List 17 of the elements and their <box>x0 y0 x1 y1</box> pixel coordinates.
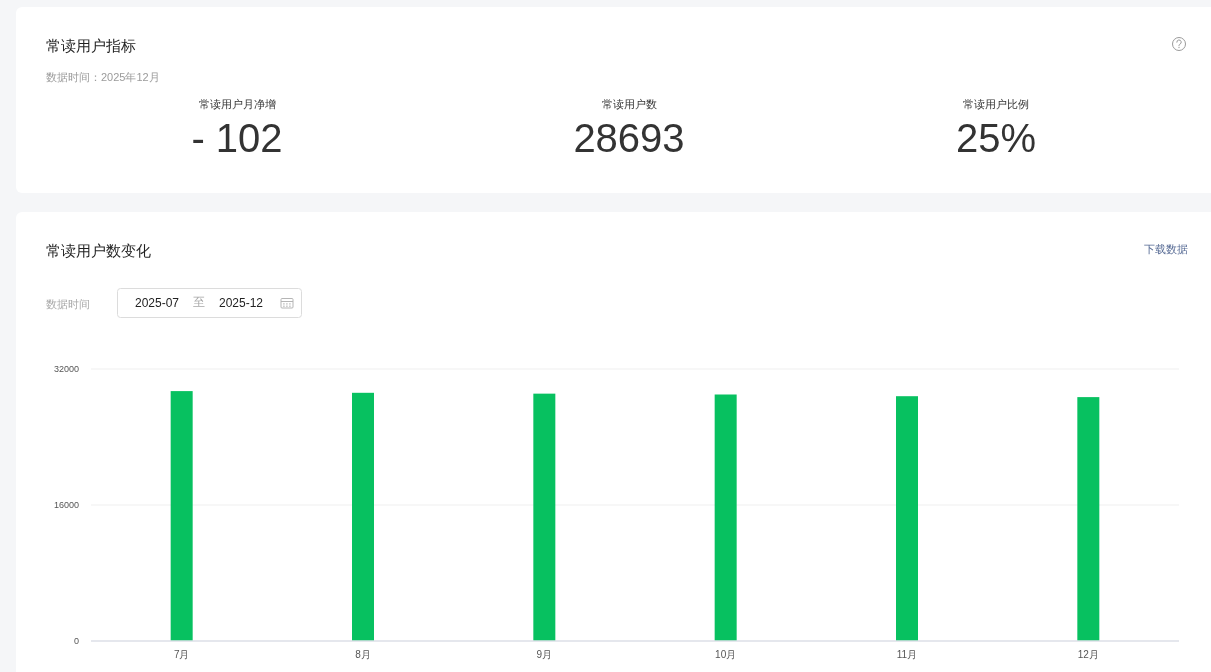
xtick: 8月 <box>355 648 371 660</box>
annotation: 2025-07 <box>135 296 179 310</box>
xtick: 12月 <box>1077 648 1099 660</box>
annotation: 至 <box>193 295 205 309</box>
ytick: 16000 <box>53 500 79 510</box>
xtick: 11月 <box>896 648 918 660</box>
ytick: 32000 <box>53 364 79 374</box>
xtick: 10月 <box>715 648 737 660</box>
xtick: 7月 <box>173 648 190 660</box>
annotation: 2025-12 <box>219 296 263 310</box>
xtick: 9月 <box>536 648 553 660</box>
title: 常读用户指标 <box>46 36 136 54</box>
annotation: 数据时间 <box>46 298 90 310</box>
ytick: 0 <box>74 636 79 646</box>
subtitle: 数据时间：2025年12月 <box>46 71 160 83</box>
annotation: 下载数据 <box>1144 243 1188 255</box>
title: 常读用户数变化 <box>46 241 151 259</box>
